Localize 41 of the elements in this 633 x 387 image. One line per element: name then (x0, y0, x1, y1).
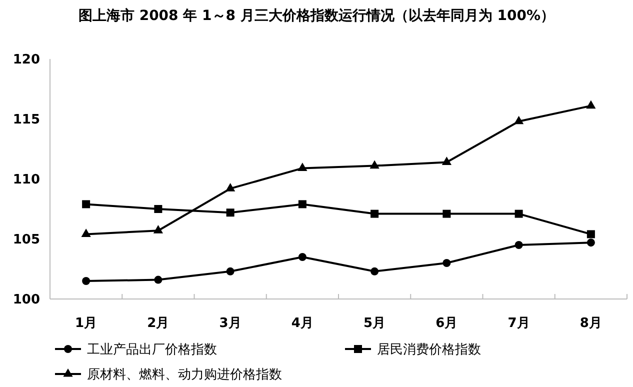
point (442, 156, 452, 165)
point (153, 225, 163, 234)
y-tick-label: 120 (12, 52, 40, 68)
point (154, 205, 162, 213)
point (82, 200, 90, 208)
y-tick-label: 115 (12, 112, 40, 128)
y-tick-label: 100 (12, 292, 40, 308)
y-tick-label: 105 (12, 232, 40, 248)
point (514, 210, 523, 218)
point (226, 208, 234, 217)
x-tick-label: 2月 (147, 316, 170, 331)
point (82, 277, 90, 285)
point (154, 276, 162, 284)
point (442, 210, 451, 218)
point (370, 267, 379, 276)
x-tick-label: 1月 (75, 316, 98, 331)
point (226, 267, 234, 276)
point (442, 259, 451, 267)
point (586, 230, 595, 238)
point (298, 162, 308, 171)
x-tick-label: 7月 (508, 316, 530, 331)
x-tick-label: 8月 (580, 316, 602, 331)
point (514, 241, 523, 249)
legend-label: 工业产品出厂价格指数 (87, 342, 217, 358)
point (226, 183, 236, 192)
y-tick-label: 110 (12, 172, 40, 188)
point (81, 228, 91, 237)
x-tick-label: 3月 (219, 316, 242, 331)
point (298, 200, 306, 208)
x-tick-label: 4月 (291, 316, 314, 331)
legend-label: 居民消费价格指数 (377, 342, 481, 358)
point (370, 160, 380, 169)
point (586, 238, 595, 247)
x-tick-label: 6月 (436, 316, 458, 331)
point (370, 210, 379, 218)
chart-title: 图上海市 2008 年 1～8 月三大价格指数运行情况（以去年同月为 100%） (78, 7, 555, 24)
point (514, 116, 524, 124)
point (298, 253, 306, 261)
x-tick-label: 5月 (364, 316, 386, 331)
legend-label: 原材料、燃料、动力购进价格指数 (87, 368, 282, 383)
point (586, 100, 596, 109)
